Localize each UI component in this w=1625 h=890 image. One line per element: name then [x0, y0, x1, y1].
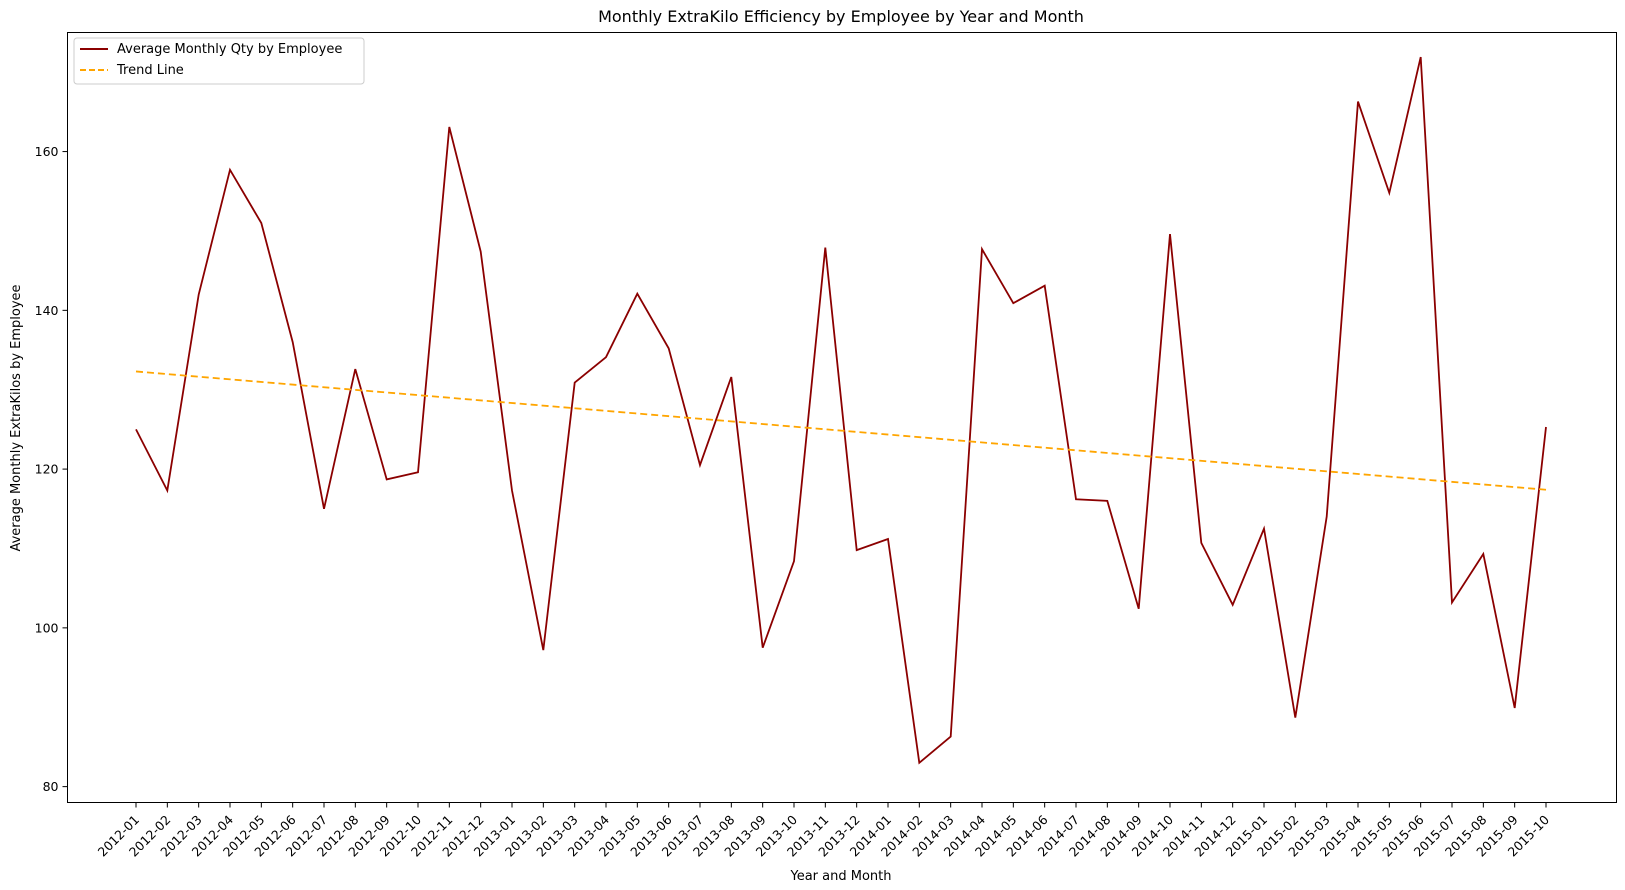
y-tick-label: 100 [35, 620, 59, 635]
y-axis: 80 100 120 140 160 [35, 144, 68, 794]
x-axis-label: Year and Month [790, 869, 892, 884]
y-tick-label: 80 [43, 779, 59, 794]
y-axis-label: Average Monthly ExtraKilos by Employee [9, 284, 24, 551]
series-line-average-qty [135, 56, 1547, 765]
legend-box [73, 37, 365, 85]
series-layer [135, 56, 1547, 765]
chart-title: Monthly ExtraKilo Efficiency by Employee… [598, 7, 1084, 26]
legend-label-series: Average Monthly Qty by Employee [117, 42, 342, 57]
x-axis: 2012-012012-022012-032012-042012-052012-… [95, 802, 1552, 860]
plot-frame [67, 32, 1617, 803]
series-line-trend [135, 370, 1547, 491]
y-tick-label: 120 [35, 462, 59, 477]
y-tick-label: 140 [35, 303, 59, 318]
legend: Average Monthly Qty by Employee Trend Li… [73, 37, 365, 85]
legend-label-trend: Trend Line [116, 63, 184, 78]
y-tick-label: 160 [35, 144, 59, 159]
plot-area [67, 32, 1617, 803]
